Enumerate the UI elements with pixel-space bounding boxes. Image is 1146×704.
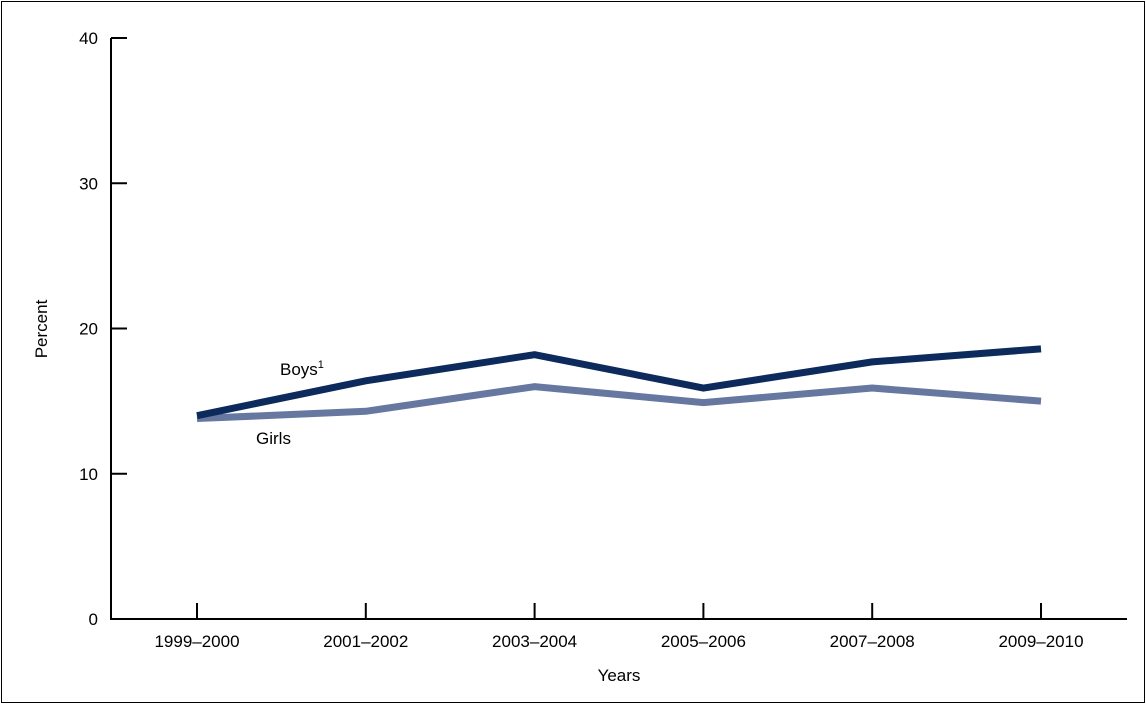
x-tick-label: 2001–2002: [323, 632, 408, 651]
y-tick-label: 30: [79, 174, 98, 193]
y-tick-label: 0: [89, 610, 98, 629]
series-line-boys: [196, 345, 1042, 420]
series-label-boys-footnote: 1: [318, 359, 324, 371]
y-tick-label: 40: [79, 29, 98, 48]
x-tick-label: 2009–2010: [998, 632, 1083, 651]
x-tick-label: 2003–2004: [492, 632, 577, 651]
x-tick-label: 1999–2000: [154, 632, 239, 651]
series-lines: [196, 345, 1042, 423]
y-tick-label: 10: [79, 465, 98, 484]
y-axis-title: Percent: [32, 299, 51, 358]
axes: [110, 38, 1127, 620]
y-tick-label: 20: [79, 320, 98, 339]
y-ticks: 0 10 20 30 40: [79, 29, 127, 629]
x-tick-label: 2007–2008: [830, 632, 915, 651]
series-line-girls: [196, 383, 1042, 423]
series-label-girls: Girls: [256, 429, 291, 448]
series-label-boys: Boys1: [280, 359, 324, 379]
series-label-boys-name: Boys: [280, 360, 318, 379]
x-axis-title: Years: [598, 666, 641, 685]
x-tick-label: 2005–2006: [661, 632, 746, 651]
x-ticks: 1999–2000 2001–2002 2003–2004 2005–2006 2007…: [154, 603, 1084, 651]
